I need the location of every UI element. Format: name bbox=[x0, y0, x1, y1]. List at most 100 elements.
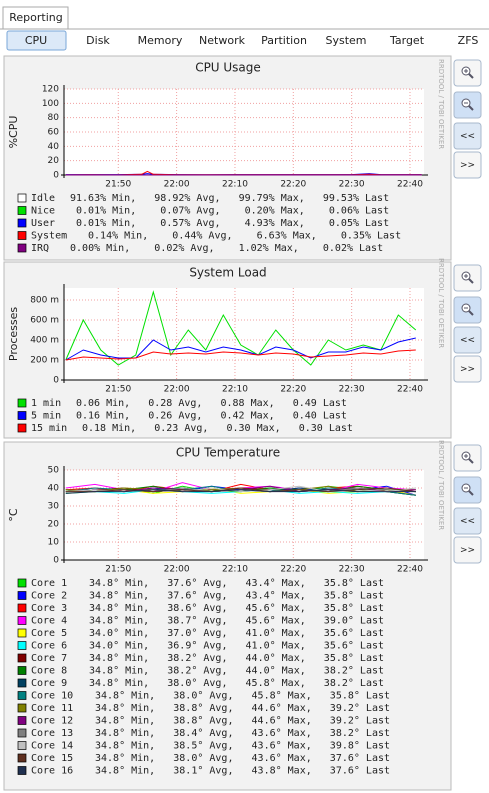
y-axis-label: °C bbox=[7, 508, 20, 522]
legend-name: Core 2 bbox=[31, 591, 67, 602]
legend-swatch bbox=[17, 653, 27, 663]
legend-name: Core 9 bbox=[31, 678, 67, 689]
subtab[interactable]: ZFS bbox=[458, 34, 479, 47]
nav-button-label[interactable]: >> bbox=[460, 546, 475, 556]
y-tick-label: 10 bbox=[48, 538, 60, 548]
legend-name: User bbox=[31, 218, 55, 229]
legend-name: 1 min bbox=[31, 398, 61, 409]
legend-stats: 34.8° Min, 38.4° Avg, 43.6° Max, 38.2° L… bbox=[95, 728, 390, 739]
magnifier-handle[interactable] bbox=[468, 105, 474, 111]
x-tick-label: 22:20 bbox=[280, 565, 306, 575]
subtab[interactable]: Network bbox=[199, 34, 246, 47]
subtab[interactable]: System bbox=[325, 34, 366, 47]
graph-title: CPU Temperature bbox=[176, 446, 280, 460]
legend-swatch bbox=[17, 603, 27, 613]
legend-name: Nice bbox=[31, 206, 55, 217]
legend-swatch bbox=[17, 423, 27, 433]
legend-swatch bbox=[17, 666, 27, 675]
legend-swatch bbox=[17, 703, 27, 713]
nav-button-label[interactable]: >> bbox=[460, 365, 475, 375]
legend-stats: 34.8° Min, 38.6° Avg, 45.6° Max, 35.8° L… bbox=[89, 603, 384, 614]
subtab[interactable]: Target bbox=[389, 34, 425, 47]
legend-stats: 0.00% Min, 0.02% Avg, 1.02% Max, 0.02% L… bbox=[64, 243, 383, 254]
legend-name: 5 min bbox=[31, 411, 61, 422]
legend-stats: 34.8° Min, 38.2° Avg, 44.0° Max, 35.8° L… bbox=[89, 653, 384, 664]
subtab[interactable]: Partition bbox=[261, 34, 307, 47]
legend-stats: 34.8° Min, 38.8° Avg, 44.6° Max, 39.2° L… bbox=[95, 716, 390, 727]
y-axis-label: %CPU bbox=[7, 116, 20, 149]
graph-title: CPU Usage bbox=[195, 61, 261, 75]
y-tick-label: 20 bbox=[48, 520, 60, 530]
watermark: RRDTOOL / TOBI OETIKER bbox=[437, 258, 445, 348]
graph-button[interactable] bbox=[453, 536, 482, 564]
y-axis-label: Processes bbox=[7, 307, 20, 361]
y-tick-label: 800 m bbox=[30, 296, 59, 306]
subtab[interactable]: CPU bbox=[25, 34, 47, 47]
legend-swatch bbox=[17, 678, 27, 688]
legend-stats: 34.8° Min, 38.1° Avg, 43.8° Max, 37.6° L… bbox=[95, 766, 390, 777]
legend-swatch bbox=[17, 766, 27, 775]
legend-name: Core 10 bbox=[31, 691, 73, 702]
legend-name: 15 min bbox=[31, 423, 67, 434]
nav-button-label[interactable]: >> bbox=[460, 161, 475, 171]
legend-stats: 34.8° Min, 38.0° Avg, 43.6° Max, 37.6° L… bbox=[95, 753, 390, 764]
legend-stats: 0.01% Min, 0.57% Avg, 4.93% Max, 0.05% L… bbox=[70, 218, 389, 229]
magnifier-handle[interactable] bbox=[468, 490, 474, 496]
series-line bbox=[65, 487, 416, 493]
subtab-active[interactable] bbox=[6, 30, 67, 51]
graph-button[interactable] bbox=[453, 507, 482, 535]
magnifier-handle[interactable] bbox=[468, 278, 474, 284]
nav-button-label[interactable]: << bbox=[460, 517, 475, 527]
legend-stats: 91.63% Min, 98.92% Avg, 99.79% Max, 99.5… bbox=[70, 193, 389, 204]
magnifier-handle[interactable] bbox=[468, 310, 474, 316]
y-tick-label: 40 bbox=[48, 484, 60, 494]
watermark: RRDTOOL / TOBI OETIKER bbox=[437, 59, 445, 149]
y-tick-label: 60 bbox=[48, 128, 60, 138]
legend-swatch bbox=[17, 578, 27, 588]
series-line bbox=[65, 349, 416, 361]
legend-name: Core 13 bbox=[31, 728, 73, 739]
magnifier-handle[interactable] bbox=[468, 458, 474, 464]
graph-button[interactable] bbox=[453, 151, 482, 179]
graph-button[interactable] bbox=[453, 355, 482, 383]
y-tick-label: 20 bbox=[48, 156, 60, 166]
nav-button-label[interactable]: << bbox=[460, 336, 475, 346]
x-tick-label: 22:30 bbox=[339, 565, 365, 575]
legend-swatch bbox=[17, 206, 27, 215]
legend-swatch bbox=[17, 616, 27, 625]
y-tick-label: 50 bbox=[48, 466, 60, 476]
legend-name: Core 14 bbox=[31, 741, 73, 752]
subtab[interactable]: Memory bbox=[138, 34, 183, 47]
legend-stats: 34.8° Min, 38.0° Avg, 45.8° Max, 35.8° L… bbox=[95, 691, 390, 702]
legend-stats: 34.8° Min, 38.7° Avg, 45.6° Max, 39.0° L… bbox=[89, 616, 384, 627]
legend-stats: 34.8° Min, 37.6° Avg, 43.4° Max, 35.8° L… bbox=[89, 578, 384, 589]
legend-name: Core 11 bbox=[31, 703, 73, 714]
graph-button[interactable] bbox=[453, 122, 482, 150]
series-line bbox=[65, 290, 417, 366]
legend-swatch bbox=[17, 728, 27, 738]
legend-name: Core 1 bbox=[31, 578, 67, 589]
subtab[interactable]: Disk bbox=[86, 34, 110, 47]
x-tick-label: 22:40 bbox=[397, 385, 423, 395]
x-tick-label: 22:00 bbox=[164, 385, 190, 395]
magnifier-handle[interactable] bbox=[468, 73, 474, 79]
tab-label[interactable]: Reporting bbox=[9, 11, 62, 24]
legend-swatch bbox=[17, 193, 27, 203]
legend-stats: 34.8° Min, 38.5° Avg, 43.6° Max, 39.8° L… bbox=[95, 741, 390, 752]
graph-button[interactable] bbox=[453, 326, 482, 354]
legend-swatch bbox=[17, 231, 27, 240]
y-tick-label: 0 bbox=[53, 376, 59, 386]
legend-name: Core 15 bbox=[31, 753, 73, 764]
reporting-tab[interactable] bbox=[2, 6, 69, 30]
nav-button-label[interactable]: << bbox=[460, 132, 475, 142]
x-tick-label: 22:10 bbox=[222, 385, 248, 395]
legend-name: Core 7 bbox=[31, 653, 67, 664]
x-tick-label: 22:00 bbox=[164, 180, 190, 190]
legend-stats: 34.0° Min, 36.9° Avg, 41.0° Max, 35.6° L… bbox=[89, 641, 384, 652]
legend-swatch bbox=[17, 218, 27, 228]
legend-stats: 0.18 Min, 0.23 Avg, 0.30 Max, 0.30 Last bbox=[82, 423, 353, 434]
y-tick-label: 200 m bbox=[30, 356, 59, 366]
legend-stats: 0.06 Min, 0.28 Avg, 0.88 Max, 0.49 Last bbox=[76, 398, 347, 409]
legend-stats: 0.16 Min, 0.26 Avg, 0.42 Max, 0.40 Last bbox=[76, 411, 347, 422]
legend-swatch bbox=[17, 591, 27, 600]
